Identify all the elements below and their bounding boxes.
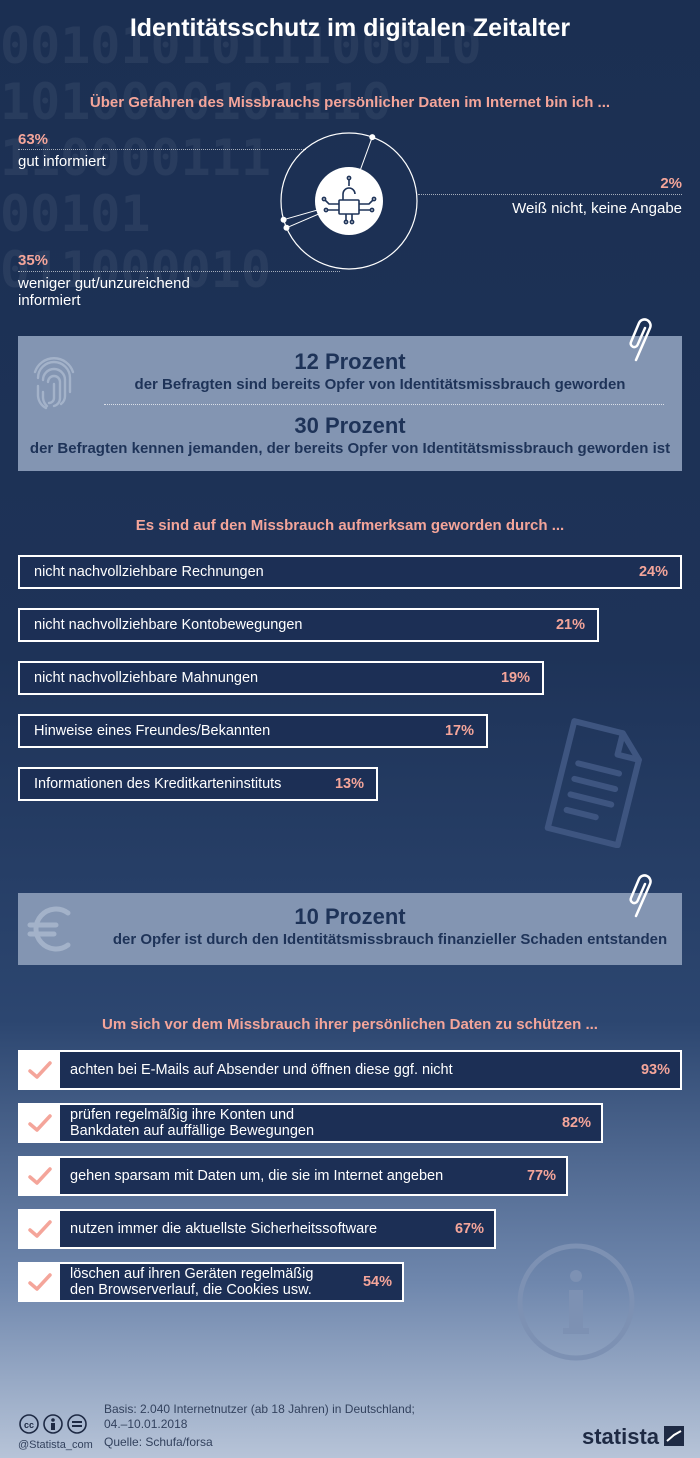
q1-leader-less bbox=[18, 271, 340, 272]
pie-ring bbox=[280, 132, 418, 270]
aware-bar-label: Hinweise eines Freundes/Bekannten bbox=[34, 723, 271, 739]
aware-bar-value: 13% bbox=[334, 776, 364, 792]
stat-30-percent: 30 Prozent bbox=[294, 413, 406, 438]
stat-10-percent: 10 Prozent bbox=[294, 904, 406, 929]
by-icon bbox=[43, 1414, 63, 1434]
aware-bar-label: Informationen des Kreditkarteninstituts bbox=[34, 776, 282, 792]
protect-bar: prüfen regelmäßig ihre Konten und Bankdat… bbox=[18, 1103, 603, 1143]
q3-question: Um sich vor dem Missbrauch ihrer persönl… bbox=[102, 1016, 598, 1033]
footer-handle: @Statista_com bbox=[18, 1439, 93, 1451]
protect-bar-label: achten bei E-Mails auf Absender und öffn… bbox=[70, 1062, 453, 1078]
aware-bar-label: nicht nachvollziehbare Rechnungen bbox=[34, 564, 264, 580]
cc-icon bbox=[19, 1414, 39, 1434]
protect-bar: achten bei E-Mails auf Absender und öffn… bbox=[18, 1050, 682, 1090]
protect-bar-value: 67% bbox=[454, 1221, 484, 1237]
aware-bar-value: 17% bbox=[444, 723, 474, 739]
nd-icon bbox=[67, 1414, 87, 1434]
q1-leader-unknown bbox=[418, 194, 682, 195]
license-icons: cc bbox=[19, 1414, 87, 1434]
stat-12-desc: der Befragten sind bereits Opfer von Ide… bbox=[134, 376, 626, 393]
stat-box-damage bbox=[18, 893, 682, 965]
binary-background: 0010101011100010 1010000101110 110000111… bbox=[0, 18, 482, 299]
q1-leader-informed bbox=[18, 149, 306, 150]
protect-bar-label: nutzen immer die aktuellste Sicherheitss… bbox=[70, 1221, 378, 1237]
q1-question: Über Gefahren des Missbrauchs persönlich… bbox=[89, 94, 611, 111]
protect-bar: gehen sparsam mit Daten um, die sie im I… bbox=[18, 1156, 568, 1196]
stat-divider bbox=[104, 404, 664, 405]
lock-circuit-icon bbox=[315, 167, 383, 235]
checkmark-icon bbox=[20, 1264, 60, 1300]
checkmark-icon bbox=[20, 1052, 60, 1088]
q1-label-less-2: informiert bbox=[18, 292, 81, 309]
info-icon bbox=[517, 1243, 635, 1361]
checkmark-icon bbox=[20, 1211, 60, 1247]
euro-icon bbox=[27, 906, 71, 952]
protect-bar-value: 77% bbox=[526, 1168, 556, 1184]
svg-text:cc: cc bbox=[24, 1420, 34, 1430]
checkmark-icon bbox=[20, 1105, 60, 1141]
q1-pct-unknown: 2% bbox=[660, 175, 682, 192]
footer-basis-2: 04.–10.01.2018 bbox=[104, 1417, 188, 1431]
q1-label-less-1: weniger gut/unzureichend bbox=[18, 275, 190, 292]
aware-bar-value: 24% bbox=[638, 564, 668, 580]
aware-bar: Informationen des Kreditkarteninstituts 1… bbox=[18, 767, 378, 801]
statista-logo: statista bbox=[582, 1424, 660, 1449]
statista-logo-mark bbox=[664, 1426, 684, 1446]
q1-pct-informed: 63% bbox=[18, 131, 49, 148]
aware-bar: nicht nachvollziehbare Kontobewegungen 21… bbox=[18, 608, 599, 642]
protect-bar-value: 54% bbox=[362, 1274, 392, 1290]
stat-12-percent: 12 Prozent bbox=[294, 349, 406, 374]
q1-pie-chart bbox=[280, 132, 418, 270]
page-title: Identitätsschutz im digitalen Zeitalter bbox=[129, 14, 571, 42]
aware-bar: nicht nachvollziehbare Rechnungen 24% bbox=[18, 555, 682, 589]
aware-bar: nicht nachvollziehbare Mahnungen 19% bbox=[18, 661, 544, 695]
q1-label-informed: gut informiert bbox=[18, 153, 106, 170]
stat-box-victims bbox=[18, 336, 682, 471]
protect-bar-label: löschen auf ihren Geräten regelmäßig den … bbox=[70, 1266, 314, 1298]
fingerprint-icon bbox=[33, 357, 75, 410]
q2-question: Es sind auf den Missbrauch aufmerksam ge… bbox=[135, 517, 565, 534]
document-icon bbox=[544, 718, 642, 848]
aware-bar-value: 19% bbox=[500, 670, 530, 686]
stat-10-desc: der Opfer ist durch den Identitätsmissbr… bbox=[112, 931, 668, 948]
paperclip-icon-2 bbox=[629, 874, 652, 918]
protect-bar: löschen auf ihren Geräten regelmäßig den … bbox=[18, 1262, 404, 1302]
aware-bar-value: 21% bbox=[555, 617, 585, 633]
checkmark-icon bbox=[20, 1158, 60, 1194]
footer-source: Quelle: Schufa/forsa bbox=[104, 1435, 213, 1449]
q1-label-unknown: Weiß nicht, keine Angabe bbox=[512, 200, 682, 217]
protect-bar-label: gehen sparsam mit Daten um, die sie im I… bbox=[70, 1168, 444, 1184]
aware-bar-label: nicht nachvollziehbare Mahnungen bbox=[34, 670, 259, 686]
lock-circuit-glyph bbox=[321, 175, 377, 225]
protect-bar-value: 82% bbox=[561, 1115, 591, 1131]
footer-basis-1: Basis: 2.040 Internetnutzer (ab 18 Jahre… bbox=[104, 1402, 415, 1416]
protect-bar-label: prüfen regelmäßig ihre Konten und Bankdat… bbox=[70, 1107, 315, 1139]
aware-bar-label: nicht nachvollziehbare Kontobewegungen bbox=[34, 617, 303, 633]
q1-pct-less: 35% bbox=[18, 252, 49, 269]
protect-bar-value: 93% bbox=[640, 1062, 670, 1078]
paperclip-icon bbox=[629, 318, 652, 362]
stat-30-desc: der Befragten kennen jemanden, der berei… bbox=[29, 440, 671, 457]
aware-bar: Hinweise eines Freundes/Bekannten 17% bbox=[18, 714, 488, 748]
protect-bar: nutzen immer die aktuellste Sicherheitss… bbox=[18, 1209, 496, 1249]
